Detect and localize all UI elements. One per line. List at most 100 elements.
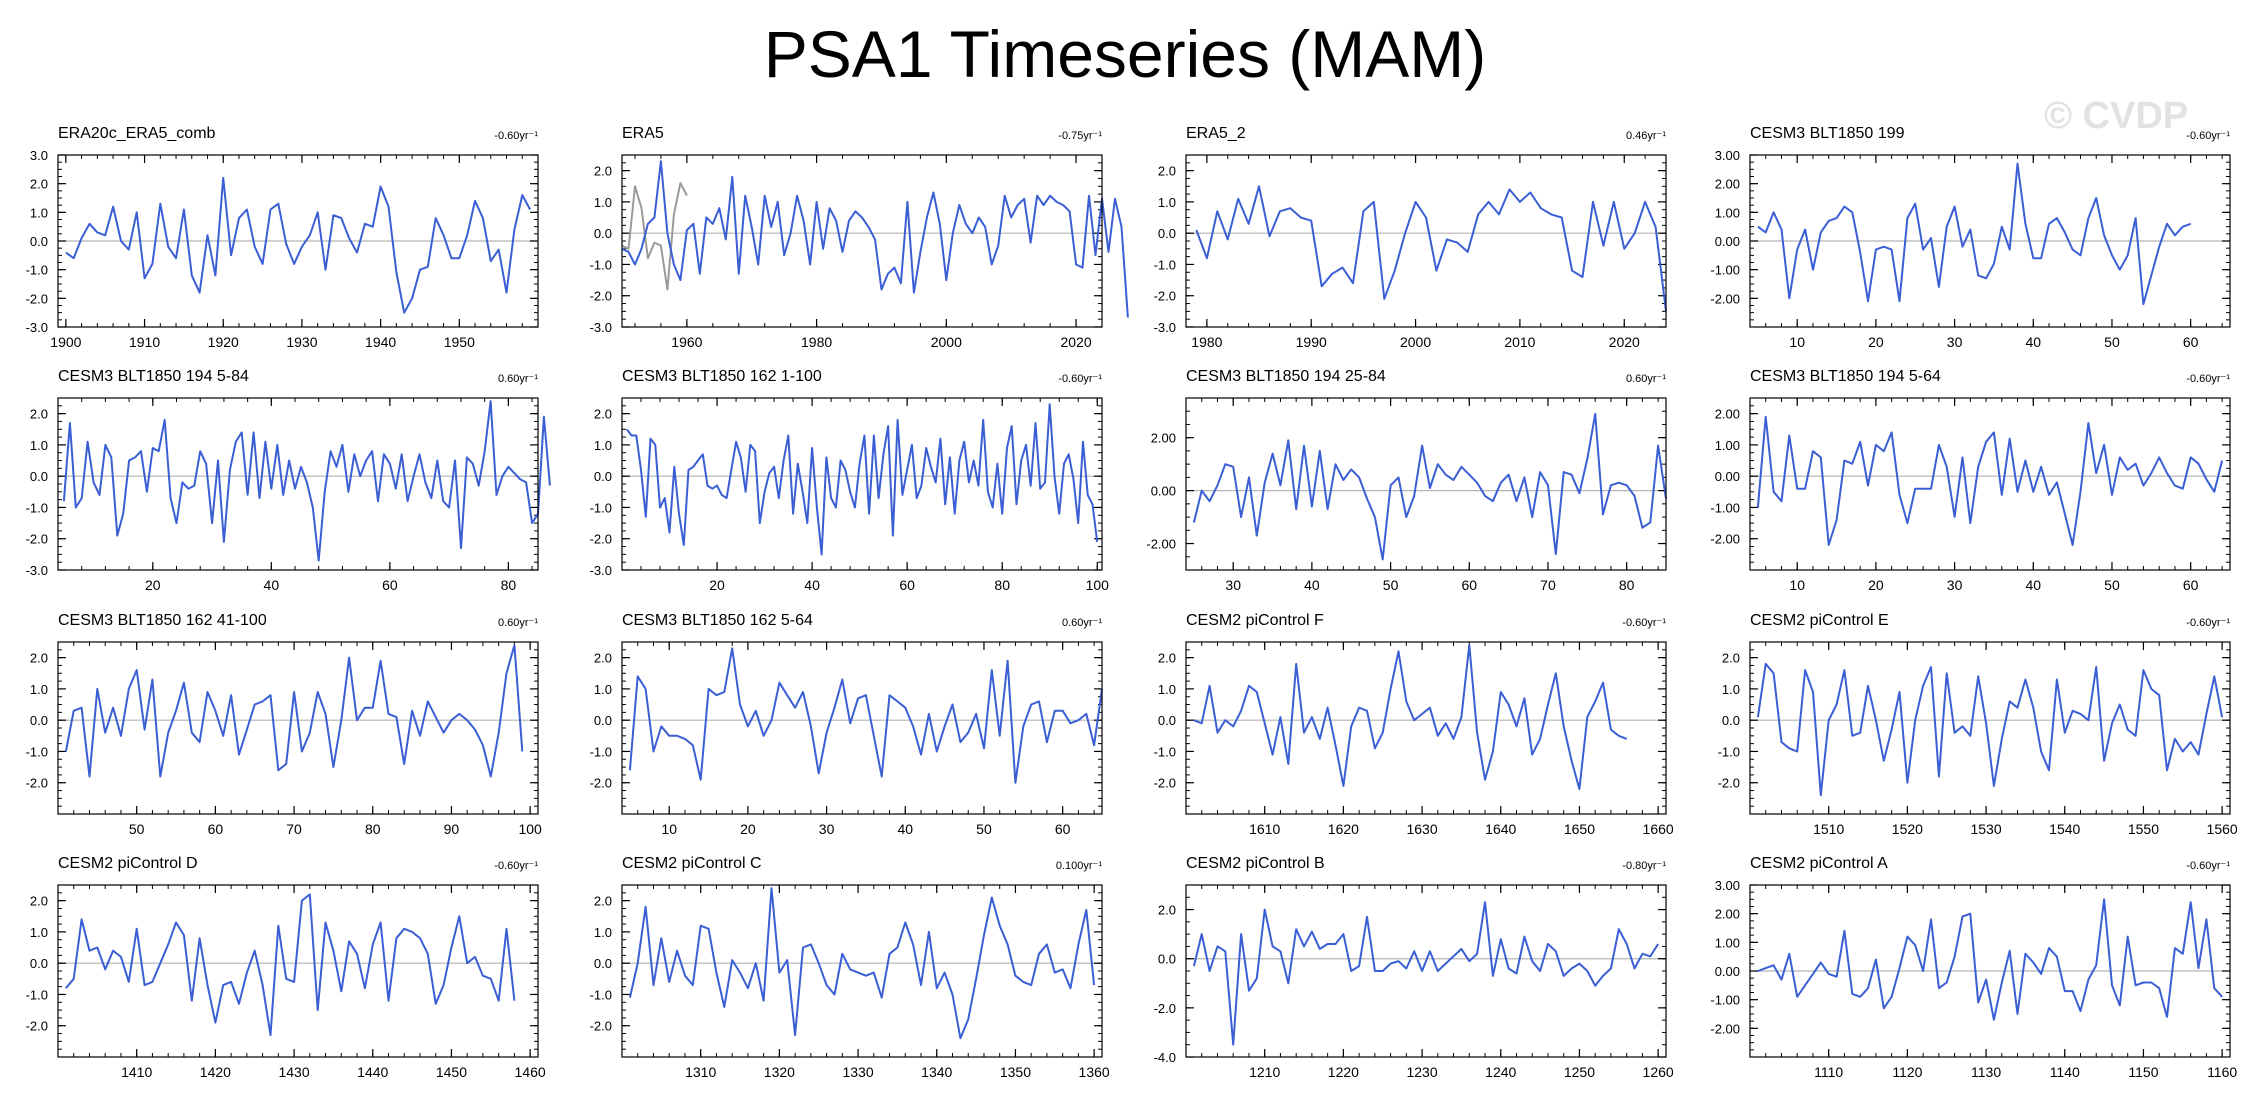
minor-ticks <box>58 154 539 328</box>
x-tick-label: 1960 <box>671 334 702 350</box>
series-line <box>1756 415 2224 546</box>
panel-plot: 1900 1910 1920 1930 1940 1950 -3.0 -2.0 -1.0 0.0 1… <box>26 148 539 350</box>
x-tick-label: 60 <box>1461 577 1477 593</box>
panel-trend: -0.60yr⁻¹ <box>494 130 538 142</box>
x-tick-label: 40 <box>2025 577 2041 593</box>
x-tick-label: 1540 <box>2049 821 2080 837</box>
y-tick-label: -3.0 <box>1154 320 1176 335</box>
panel-title: CESM3 BLT1850 162 1-100 <box>622 368 822 385</box>
panel-plot: 1510 1520 1530 1540 1550 1560 -2.0 -1.0 0.0 1.0 2.… <box>1718 641 2238 837</box>
y-tick-label: -4.0 <box>1154 1050 1176 1065</box>
x-tick-label: 2000 <box>1400 334 1431 350</box>
x-tick-label: 40 <box>1304 577 1320 593</box>
y-tick-label: 0.0 <box>1158 713 1176 728</box>
series-line <box>1192 901 1659 1046</box>
y-tick-label: -1.00 <box>1710 993 1740 1008</box>
x-tick-label: 1640 <box>1485 821 1516 837</box>
panel-title: CESM3 BLT1850 162 5-64 <box>622 612 813 629</box>
x-tick-label: 1980 <box>1191 334 1222 350</box>
minor-ticks <box>1749 397 2230 571</box>
series-line <box>1193 644 1628 790</box>
y-tick-label: 3.0 <box>30 148 48 163</box>
x-tick-label: 10 <box>661 821 677 837</box>
x-tick-label: 100 <box>1086 577 1110 593</box>
plot-frame <box>621 641 1103 815</box>
y-tick-label: 0.00 <box>1715 964 1740 979</box>
x-tick-label: 50 <box>2104 577 2120 593</box>
y-tick-label: 0.0 <box>30 469 48 484</box>
plot-frame <box>1185 641 1667 815</box>
x-tick-label: 1410 <box>121 1064 152 1080</box>
y-tick-label: -1.0 <box>26 263 48 278</box>
y-tick-label: 1.0 <box>30 438 48 453</box>
panel-plot: 1310 1320 1330 1340 1350 1360 -2.0 -1.0 0.0 1.0 2.… <box>590 884 1110 1080</box>
x-tick-label: 1630 <box>1406 821 1437 837</box>
x-tick-label: 1610 <box>1249 821 1280 837</box>
x-tick-label: 60 <box>899 577 915 593</box>
y-tick-label: 2.00 <box>1715 177 1740 192</box>
x-tick-label: 80 <box>1619 577 1635 593</box>
panel-trend: -0.60yr⁻¹ <box>2186 130 2230 142</box>
y-tick-label: 2.0 <box>594 651 612 666</box>
panel-plot: 10 20 30 40 50 60 -2.00 -1.00 0.00 1.00 2.00 3.00 <box>1710 148 2231 350</box>
minor-ticks <box>1185 641 1666 815</box>
panel-trend: 0.46yr⁻¹ <box>1625 130 1666 142</box>
y-tick-label: 0.0 <box>1158 226 1176 241</box>
panel-trend: 0.60yr⁻¹ <box>497 373 538 385</box>
panel-plot: 1410 1420 1430 1440 1450 1460 -2.0 -1.0 0.0 1.0 2.… <box>26 884 546 1080</box>
x-tick-label: 2010 <box>1504 334 1535 350</box>
panel-title: ERA5 <box>622 125 664 142</box>
y-tick-label: 1.0 <box>1158 682 1176 697</box>
series-line <box>62 400 551 562</box>
y-tick-label: -1.0 <box>590 744 612 759</box>
x-tick-label: 1160 <box>2207 1064 2237 1080</box>
x-tick-label: 1510 <box>1813 821 1844 837</box>
panel-trend: -0.60yr⁻¹ <box>2186 373 2230 385</box>
panel-trend: -0.80yr⁻¹ <box>1622 860 1666 872</box>
plot-frame <box>621 397 1103 571</box>
x-tick-label: 2020 <box>1060 334 1091 350</box>
y-tick-label: -1.0 <box>1154 257 1176 272</box>
x-tick-label: 20 <box>1868 334 1884 350</box>
panel-plot: 1610 1620 1630 1640 1650 1660 -2.0 -1.0 0.0 1.0 2.… <box>1154 641 1674 837</box>
y-tick-label: -1.0 <box>1154 744 1176 759</box>
x-tick-label: 90 <box>444 821 460 837</box>
y-tick-label: 2.0 <box>30 177 48 192</box>
x-tick-label: 30 <box>1947 577 1963 593</box>
y-tick-label: 1.0 <box>30 925 48 940</box>
panel-trend: 0.60yr⁻¹ <box>1061 617 1102 629</box>
plot-frame <box>57 641 539 815</box>
x-tick-label: 1340 <box>921 1064 952 1080</box>
y-tick-label: 0.0 <box>1158 952 1176 967</box>
panel-title: CESM3 BLT1850 194 5-84 <box>58 368 249 385</box>
x-tick-label: 10 <box>1789 334 1805 350</box>
y-tick-label: 2.0 <box>30 651 48 666</box>
x-tick-label: 1900 <box>50 334 81 350</box>
series-line <box>628 887 1096 1040</box>
panel-title: CESM2 piControl C <box>622 855 762 872</box>
y-tick-label: 0.00 <box>1715 234 1740 249</box>
x-tick-label: 60 <box>1055 821 1071 837</box>
panel-trend: 0.60yr⁻¹ <box>1625 373 1666 385</box>
y-tick-label: 0.00 <box>1715 469 1740 484</box>
x-tick-label: 1220 <box>1328 1064 1359 1080</box>
x-tick-label: 40 <box>804 577 820 593</box>
panel-plot: 10 20 30 40 50 60 -2.0 -1.0 0.0 1.0 2.0 <box>590 641 1103 837</box>
series-line <box>1757 898 2223 1021</box>
y-tick-label: -1.0 <box>26 744 48 759</box>
x-tick-label: 1330 <box>842 1064 873 1080</box>
panel-trend: -0.60yr⁻¹ <box>494 860 538 872</box>
y-tick-label: 1.0 <box>594 925 612 940</box>
x-tick-label: 1150 <box>2128 1064 2158 1080</box>
y-tick-label: -2.00 <box>1710 291 1740 306</box>
x-tick-label: 60 <box>382 577 398 593</box>
panel-title: CESM2 piControl A <box>1750 855 1888 872</box>
series-line <box>65 893 516 1037</box>
y-tick-label: -2.0 <box>26 776 48 791</box>
y-tick-label: 1.0 <box>594 682 612 697</box>
panel-plot: 50 60 70 80 90 100 -2.0 -1.0 0.0 1.0 2.0 <box>26 641 542 837</box>
x-tick-label: 1240 <box>1485 1064 1516 1080</box>
x-tick-label: 2000 <box>931 334 962 350</box>
panel-plot: 10 20 30 40 50 60 -2.00 -1.00 0.00 1.00 2.00 <box>1710 397 2231 593</box>
minor-ticks <box>1185 154 1667 328</box>
